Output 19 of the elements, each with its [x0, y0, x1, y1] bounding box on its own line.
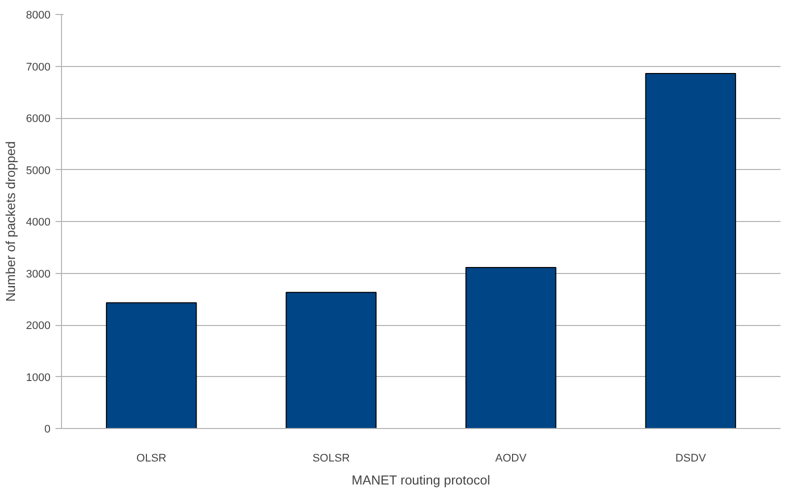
y-tick-label: 6000 — [26, 113, 51, 125]
x-tick-label: SOLSR — [312, 452, 350, 464]
bar — [645, 72, 736, 428]
bar — [286, 292, 377, 428]
y-tick-label: 2000 — [26, 320, 51, 332]
y-tick-label: 1000 — [26, 372, 51, 384]
y-tick-label: 5000 — [26, 164, 51, 177]
y-tick-label: 4000 — [26, 216, 51, 228]
x-axis-title: MANET routing protocol — [352, 472, 490, 488]
x-tick-label: AODV — [495, 452, 528, 464]
bar — [106, 302, 197, 428]
x-tick-label: DSDV — [675, 452, 707, 464]
y-tick-label: 0 — [44, 424, 51, 436]
y-axis-title: Number of packets dropped — [3, 141, 18, 302]
y-tick-label: 3000 — [26, 268, 51, 280]
y-tick-label: 7000 — [26, 61, 51, 74]
y-tick-label: 8000 — [26, 10, 51, 22]
bar — [465, 267, 556, 428]
x-tick-label: OLSR — [136, 452, 166, 464]
